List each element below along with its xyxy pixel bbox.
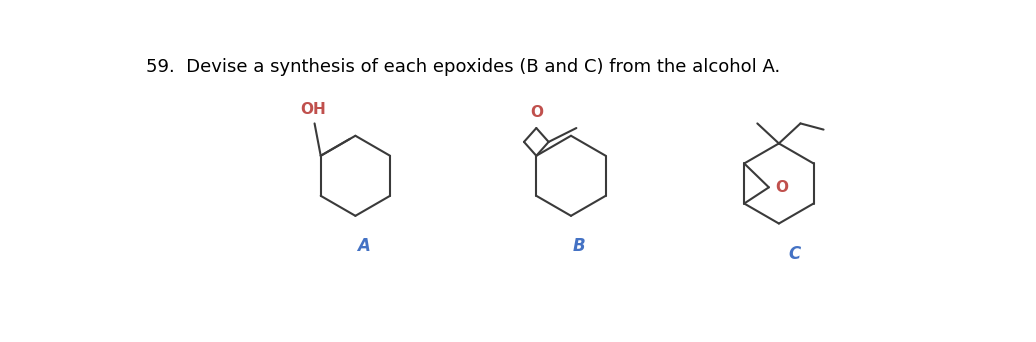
Text: 59.  Devise a synthesis of each epoxides (B and C) from the alcohol A.: 59. Devise a synthesis of each epoxides … bbox=[146, 58, 780, 76]
Text: O: O bbox=[529, 105, 543, 120]
Text: C: C bbox=[788, 245, 801, 263]
Text: A: A bbox=[356, 237, 370, 255]
Text: OH: OH bbox=[300, 102, 326, 117]
Text: B: B bbox=[572, 237, 585, 255]
Text: O: O bbox=[775, 180, 788, 195]
